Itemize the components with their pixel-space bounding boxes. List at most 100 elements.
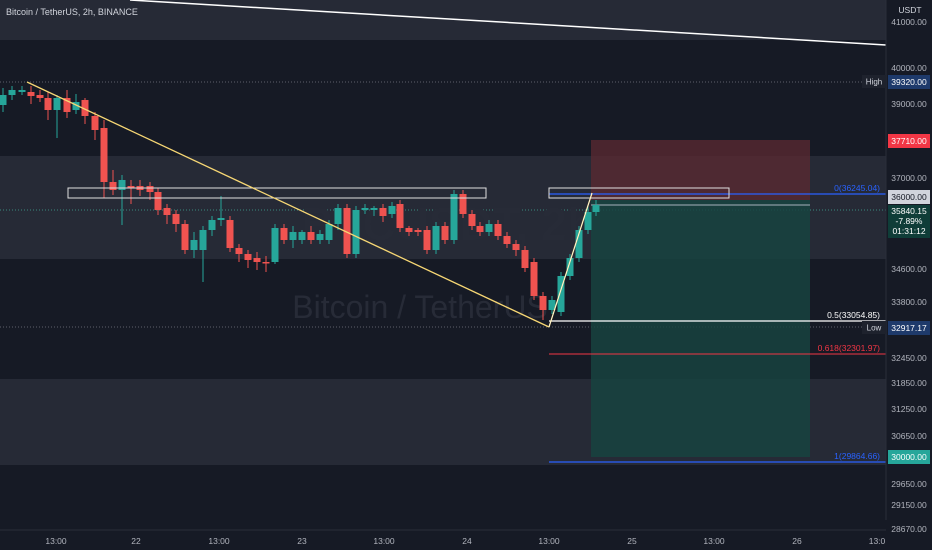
candle-body [512,244,520,250]
candle-body [450,194,458,240]
price-tick-label: 39000.00 [891,99,927,109]
candle-body [468,214,476,226]
time-tick-label: 13:00 [538,536,560,546]
candle-body [485,224,493,232]
candle-body [154,192,162,210]
bullish-candle [118,175,126,225]
bearish-candle [521,246,529,272]
resistance-zone-top [0,0,886,40]
fib-level-1-label: 1(29864.66) [834,451,880,461]
candle-body [127,186,135,188]
candle-body [370,208,378,210]
bar-countdown: 01:31:12 [892,226,925,236]
bullish-candle [485,220,493,236]
candle-body [72,102,80,110]
high-tag-bg [862,75,886,88]
candle-body [334,208,342,224]
candle-body [592,205,600,212]
high-price-tag-bg [888,75,930,89]
bearish-candle [154,188,162,215]
major-trendline[interactable] [129,0,887,46]
candle-body [53,98,61,110]
candle-body [280,228,288,240]
price-tick-label: 29150.00 [891,500,927,510]
bearish-candle [503,232,511,248]
bearish-candle [414,228,422,236]
price-tick-label: 32450.00 [891,353,927,363]
descending-trendline[interactable] [26,81,550,328]
bearish-candle [441,222,449,244]
bearish-candle [476,222,484,236]
bullish-candle [298,230,306,244]
candle-body [494,224,502,236]
bearish-candle [109,170,117,195]
time-axis[interactable] [0,530,886,550]
candle-body [405,228,413,232]
candle-body [44,98,52,110]
candle-body [63,98,71,112]
bullish-candle [53,95,61,138]
candle-body [388,206,396,214]
stop-price-tag-bg [888,134,930,148]
high-price-tag: 39320.00 [891,77,927,87]
high-tag: High [866,78,882,87]
bearish-candle [146,182,154,200]
candle-body [584,212,592,230]
candle-body [557,276,565,312]
bearish-candle [379,204,387,222]
time-tick-labels: 13:00 22 13:00 23 13:00 24 13:00 25 13:00 26 13:0 [45,536,885,546]
bullish-candle [271,224,279,264]
candle-body [181,224,189,250]
bullish-candle [592,200,600,216]
bullish-candle [0,88,7,112]
candle-body [100,128,108,182]
candle-body [459,194,467,214]
candle-body [208,220,216,230]
price-tick-label: 33800.00 [891,297,927,307]
candle-body [432,226,440,250]
price-tick-label: 31850.00 [891,378,927,388]
time-tick-label: 13:0 [869,536,886,546]
time-tick-label: 23 [297,536,307,546]
bearish-candle [235,244,243,262]
candle-body [343,208,351,254]
symbol-header[interactable]: Bitcoin / TetherUS, 2h, BINANCE [6,7,138,17]
short-position-stop-zone[interactable] [591,140,810,200]
price-tick-label: 41000.00 [891,17,927,27]
resistance-box-right[interactable] [548,187,730,199]
candle-body [109,182,117,190]
bearish-candle [244,250,252,268]
resistance-box-left[interactable] [67,187,487,199]
target-price-tag: 30000.00 [891,452,927,462]
bullish-candle [450,190,458,244]
bearish-candle [81,98,89,124]
bullish-candle [190,232,198,258]
time-tick-label: 13:00 [208,536,230,546]
time-tick-label: 13:00 [703,536,725,546]
bullish-candle [566,254,574,280]
bullish-candle [432,222,440,254]
bullish-candle [208,216,216,236]
bullish-candle [72,94,80,114]
bullish-candle [352,206,360,258]
bearish-candle [468,210,476,230]
candle-body [235,248,243,254]
bearish-candle [530,258,538,300]
currency-label[interactable]: USDT [898,5,921,15]
bearish-candle [423,226,431,254]
candle-body [307,232,315,240]
bullish-candle [361,204,369,214]
low-tag: Low [867,324,882,333]
bearish-candle [253,252,261,270]
short-position-target-zone[interactable] [591,200,810,457]
candle-body [81,100,89,116]
bullish-candle [8,86,16,100]
candle-body [244,254,252,260]
time-tick-label: 26 [792,536,802,546]
price-tick-label: 30650.00 [891,431,927,441]
time-tick-label: 24 [462,536,472,546]
candle-body [36,95,44,98]
fib-level-0-618-label: 0.618(32301.97) [818,343,881,353]
